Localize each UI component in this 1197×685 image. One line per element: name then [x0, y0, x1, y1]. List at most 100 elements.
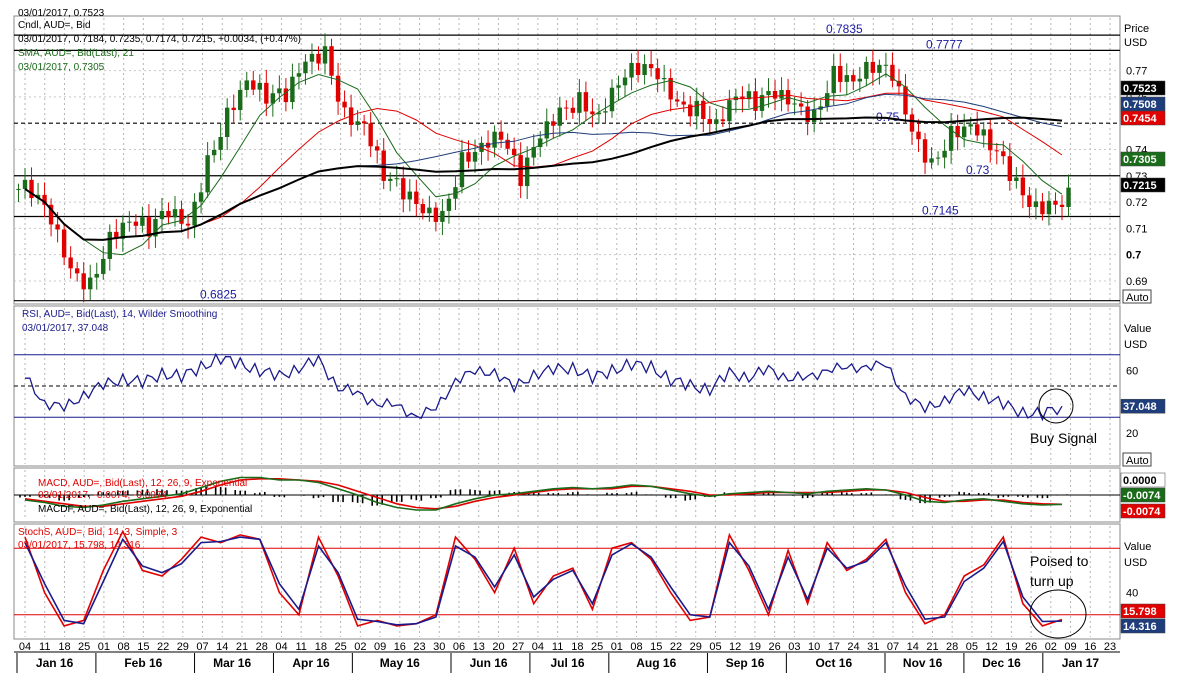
sma-21-line	[24, 73, 1063, 256]
candle-body	[1020, 177, 1026, 196]
candle-body	[309, 53, 315, 62]
month-label: Sep 16	[726, 656, 765, 670]
moving-averages	[24, 73, 1063, 256]
date-tick-label: 21	[236, 641, 248, 653]
candle-body	[218, 136, 223, 150]
candle-body	[440, 210, 445, 222]
rsi-axis-unit: USD	[1124, 339, 1147, 351]
candle-body	[414, 191, 419, 204]
candle-body	[922, 139, 928, 163]
macd-tag-bg	[1120, 487, 1166, 503]
date-tick-label: 22	[670, 641, 682, 653]
stoch-tag: 15.798	[1123, 606, 1157, 618]
candle-body	[935, 157, 941, 159]
candle-body	[883, 64, 889, 66]
candle-body	[381, 150, 386, 181]
price-tag-bg	[1120, 177, 1166, 193]
date-tick-label: 15	[650, 641, 662, 653]
candle-body	[401, 178, 406, 200]
month-label: Jun 16	[470, 656, 508, 670]
candle-body	[759, 95, 765, 111]
candle-body	[277, 88, 282, 94]
price-tag-bg	[1120, 80, 1166, 96]
candle-body	[1046, 200, 1052, 215]
stoch-axis-unit: USD	[1124, 557, 1147, 569]
candle-body	[238, 89, 243, 111]
date-tick-label: 25	[78, 641, 90, 653]
month-label: Oct 16	[815, 656, 852, 670]
rsi-tag: 37.048	[1123, 401, 1157, 413]
candle-body	[727, 100, 732, 122]
date-tick-label: 11	[39, 641, 50, 653]
candle-body	[296, 73, 302, 77]
candle-body	[303, 61, 308, 74]
date-tick-label: 14	[907, 641, 919, 653]
date-tick-label: 04	[532, 641, 544, 653]
date-tick-label: 28	[256, 641, 268, 653]
candle-body	[472, 151, 478, 162]
level-label: 0.7145	[922, 204, 959, 218]
level-label: 0.7777	[926, 37, 963, 51]
grid	[14, 18, 1120, 637]
date-tick-label: 12	[729, 641, 741, 653]
date-tick-label: 23	[413, 641, 425, 653]
candle-body	[1001, 151, 1006, 157]
stoch-axis-title: Value	[1124, 541, 1151, 553]
rsi-auto-box[interactable]	[1122, 452, 1152, 467]
buy-signal-annotation: Buy Signal	[1030, 430, 1097, 446]
level-label: 0.6825	[200, 288, 237, 302]
candle-body	[172, 209, 178, 218]
date-tick-label: 31	[867, 641, 879, 653]
candle-body	[120, 222, 126, 239]
candle-body	[61, 229, 67, 258]
candle-body	[890, 64, 895, 81]
candle-body	[153, 218, 158, 237]
month-label: Nov 16	[903, 656, 943, 670]
date-tick-label: 28	[946, 641, 958, 653]
candle-body	[688, 104, 693, 117]
candle-body	[844, 75, 849, 82]
candle-body	[322, 46, 328, 64]
candle-body	[290, 76, 295, 103]
stoch-d-line	[24, 536, 1063, 626]
candle-body	[675, 99, 680, 102]
stoch-turn-circle	[1029, 589, 1087, 639]
date-tick-label: 20	[492, 641, 504, 653]
rsi-tick-label: 60	[1126, 365, 1138, 377]
candle-body	[68, 257, 73, 269]
price-tick-label: 0.72	[1126, 197, 1147, 209]
candle-body	[942, 150, 947, 158]
candle-body	[707, 119, 713, 124]
candle-body	[159, 210, 165, 219]
candle-body	[192, 201, 197, 226]
stoch-tag-bg	[1120, 618, 1166, 634]
stoch-tag: 14.316	[1123, 621, 1157, 633]
candle-body	[166, 210, 171, 218]
candle-body	[81, 273, 86, 290]
candle-body	[511, 148, 517, 156]
date-tick-label: 08	[630, 641, 642, 653]
price-tag-bg	[1120, 151, 1166, 167]
candle-body	[466, 152, 471, 162]
date-tick-label: 19	[749, 641, 761, 653]
price-auto-box[interactable]	[1122, 289, 1152, 304]
candle-body	[968, 124, 973, 127]
price-tick-label: 0.77	[1126, 66, 1147, 78]
price-header-line3: 03/01/2017, 0.7184, 0.7235, 0.7174, 0.72…	[18, 34, 301, 45]
macd-header-line2: 03/01/2017, -0.0074, -0.0074	[38, 490, 167, 501]
candle-body	[270, 93, 276, 104]
macd-tag: -0.0074	[1123, 506, 1161, 518]
candle-body	[531, 147, 536, 158]
macd-lines	[14, 476, 1120, 511]
date-tick-label: 18	[315, 641, 327, 653]
price-auto-label: Auto	[1126, 292, 1149, 304]
price-tick-label: 0.71	[1126, 223, 1147, 235]
date-tick-label: 09	[1064, 641, 1076, 653]
price-header-line4: SMA, AUD=, Bid(Last), 21	[18, 48, 134, 59]
date-tick-label: 22	[157, 641, 169, 653]
candle-body	[753, 91, 758, 111]
price-header-line2: Cndl, AUD=, Bid	[18, 20, 91, 31]
date-tick-label: 17	[828, 641, 840, 653]
candle-body	[505, 139, 510, 149]
stoch-tag-bg	[1120, 603, 1166, 619]
